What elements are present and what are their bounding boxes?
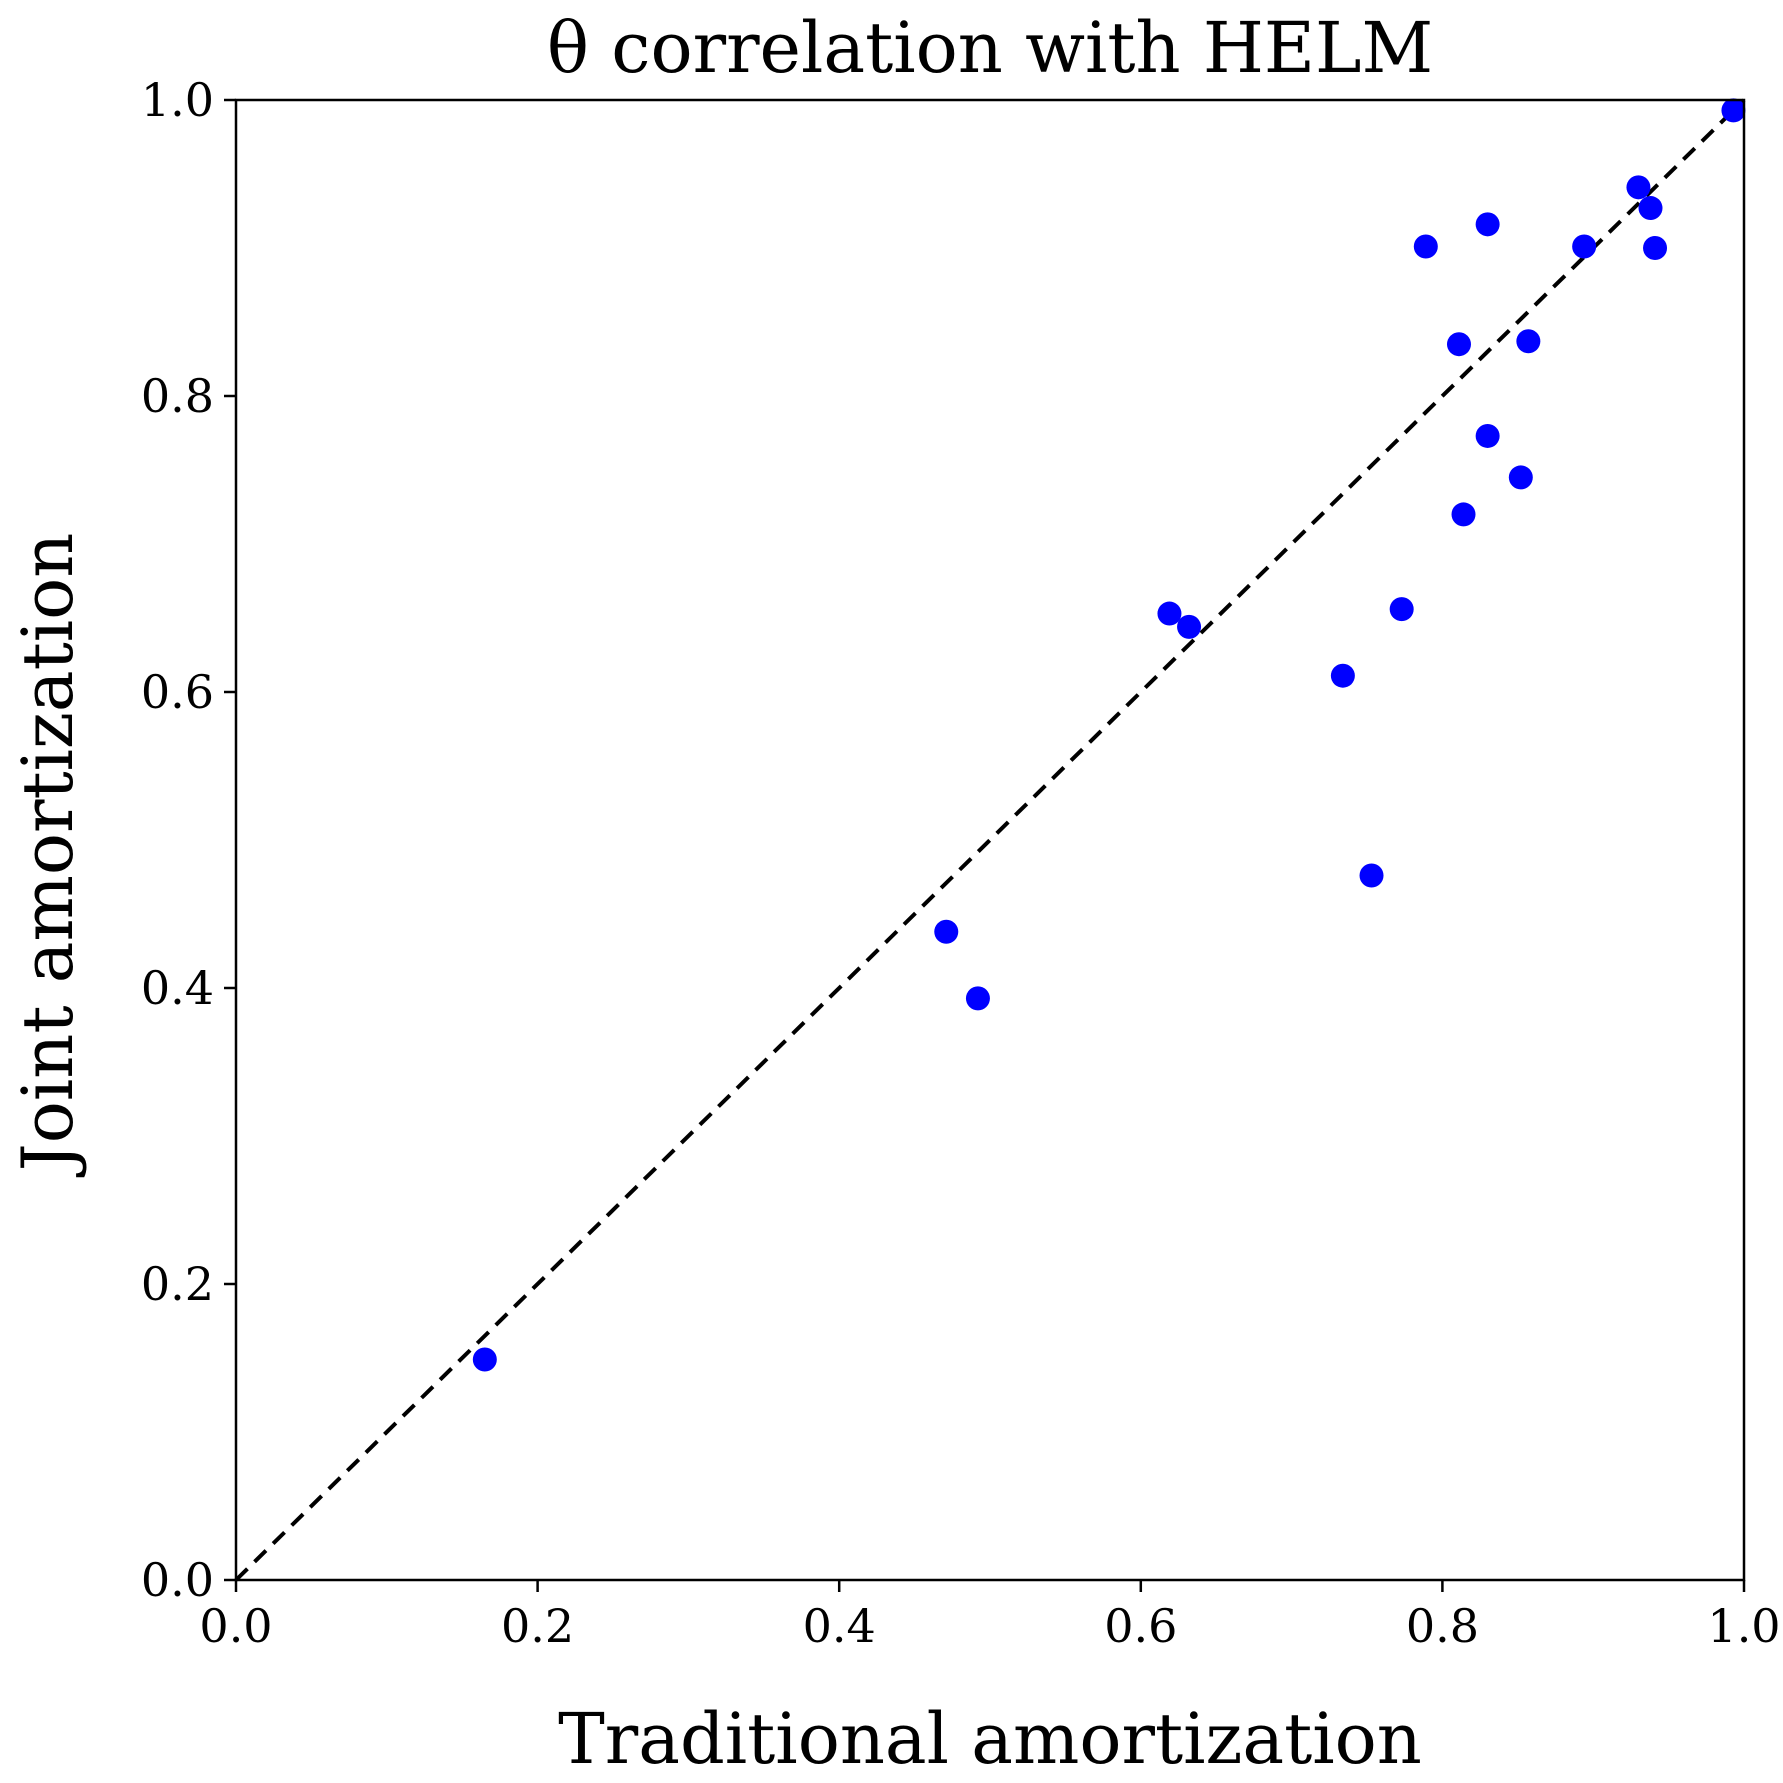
scatter-point [1451, 502, 1476, 527]
x-tick-label: 0.4 [803, 1599, 876, 1653]
x-tick-label: 1.0 [1707, 1599, 1780, 1653]
scatter-point [1359, 863, 1384, 888]
scatter-point [1475, 423, 1500, 448]
scatter-point [1626, 175, 1651, 200]
scatter-point [1157, 601, 1182, 626]
scatter-point [1389, 597, 1414, 622]
x-tick-label: 0.6 [1104, 1599, 1177, 1653]
scatter-point [1572, 234, 1597, 259]
scatter-point [1508, 465, 1533, 490]
scatter-point [1638, 196, 1663, 221]
scatter-point [934, 919, 959, 944]
x-tick-label: 0.8 [1406, 1599, 1479, 1653]
scatter-point [1413, 234, 1438, 259]
scatter-point [1643, 236, 1668, 260]
y-axis-label: Joint amortization [7, 533, 89, 1178]
x-tick-label: 0.0 [199, 1599, 272, 1653]
y-tick-label: 0.8 [141, 369, 214, 423]
y-tick-label: 0.2 [141, 1257, 214, 1311]
axis-ticks: 0.0 0.2 0.4 0.6 0.8 1.0 0.0 0.2 0.4 0.6 0.8 1.0 [141, 73, 1781, 1653]
scatter-point [472, 1347, 497, 1372]
scatter-point [1721, 98, 1746, 123]
x-axis-label: Traditional amortization [558, 1698, 1422, 1780]
y-tick-label: 1.0 [141, 73, 214, 127]
y-tick-label: 0.0 [141, 1553, 214, 1607]
scatter-point [965, 986, 990, 1011]
y-tick-label: 0.6 [141, 665, 214, 719]
plot-frame [234, 98, 1746, 1582]
scatter-point [1475, 212, 1500, 237]
identity-reference-line [234, 98, 1746, 1582]
scatter-point [1516, 329, 1541, 354]
scatter-point [1330, 663, 1355, 688]
data-points [472, 98, 1746, 1372]
y-tick-label: 0.4 [141, 961, 214, 1015]
scatter-point [1446, 332, 1471, 357]
scatter-point [1177, 614, 1202, 639]
x-tick-label: 0.2 [501, 1599, 574, 1653]
chart-title: θ correlation with HELM [547, 7, 1433, 89]
